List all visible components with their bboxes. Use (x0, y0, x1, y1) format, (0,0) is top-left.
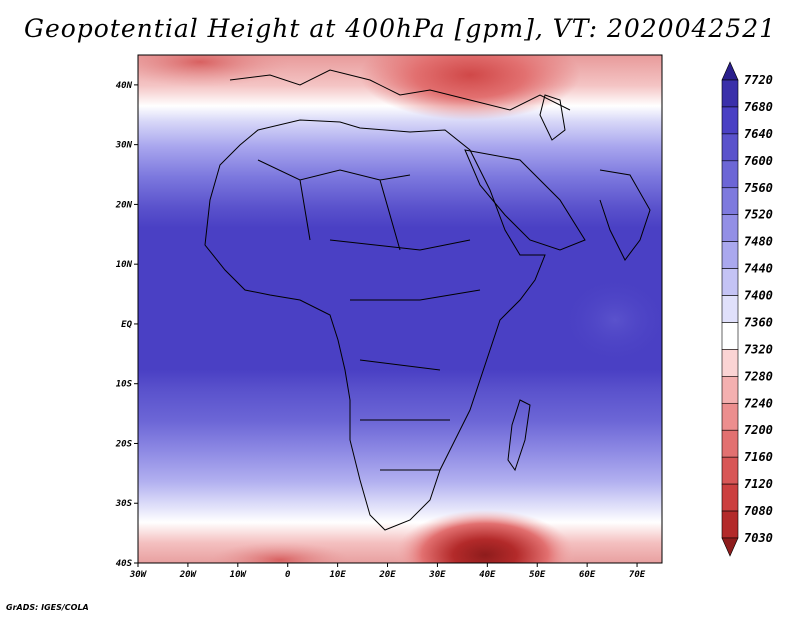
colorbar-swatch (721, 537, 739, 557)
lon-label: 30E (428, 570, 446, 580)
colorbar-swatch (721, 241, 739, 269)
colorbar-swatch (721, 133, 739, 162)
colorbar-swatch (721, 376, 739, 404)
lat-label: 10N (116, 260, 133, 270)
colorbar-swatch (721, 214, 739, 242)
lon-label: 10E (329, 570, 346, 580)
colorbar-label: 7080 (744, 504, 773, 518)
arabia-outline (464, 149, 586, 251)
colorbar-swatch (721, 322, 739, 350)
colorbar-swatch (721, 295, 739, 323)
colorbar-swatch (721, 61, 739, 81)
colorbar-label: 7640 (744, 127, 773, 141)
lon-label: 40E (479, 570, 496, 580)
lon-label: 50E (529, 570, 546, 580)
colorbar-label: 7320 (744, 342, 773, 356)
height-field (138, 55, 662, 563)
lon-label: 10W (230, 570, 248, 580)
colorbar-label: 7440 (744, 262, 773, 276)
lon-label: 20E (378, 570, 396, 580)
longitude-axis: 30W 20W 10W 0 10E 20E 30E 40E 50E 60E 70E (129, 563, 646, 580)
india-outline (599, 169, 651, 261)
europe-outline (229, 69, 571, 111)
colorbar-label: 7030 (744, 531, 773, 545)
colorbar-label: 7480 (744, 235, 773, 249)
colorbar-swatch (721, 456, 739, 485)
lat-label: 40S (116, 559, 133, 569)
lat-label: 20S (115, 439, 133, 449)
colorbar-swatch (721, 268, 739, 296)
colorbar-swatch (721, 79, 739, 108)
inner-borders (257, 159, 481, 471)
colorbar-label: 7600 (744, 154, 773, 168)
colorbar-label: 7720 (744, 73, 773, 87)
lat-label: 10S (116, 380, 133, 390)
lat-label: 40N (116, 81, 133, 91)
lat-label: 30S (115, 499, 133, 509)
latitude-axis: 40N 30N 20N 10N EQ 10S 20S 30S 40S (115, 81, 138, 569)
lon-label: 30W (129, 570, 148, 580)
colorbar-swatch (721, 349, 739, 377)
grads-credit: GrADS: IGES/COLA (6, 603, 89, 612)
colorbar-swatch (721, 510, 739, 539)
colorbar-swatch (721, 187, 739, 216)
lon-label: 60E (579, 570, 596, 580)
colorbar-label: 7560 (744, 181, 773, 195)
colorbar-label: 7120 (744, 477, 773, 491)
colorbar-label: 7400 (744, 289, 773, 303)
lat-label: 30N (115, 141, 133, 151)
madagascar-outline (507, 399, 531, 472)
map-frame (137, 54, 663, 564)
colorbar-swatch (721, 106, 739, 135)
lon-label: 20W (179, 570, 198, 580)
colorbar: 7720 7680 7640 7600 7560 7520 7480 7440 7400 7360… (721, 61, 773, 557)
colorbar-swatch (721, 160, 739, 189)
lat-label: 20N (115, 200, 133, 210)
colorbar-label: 7360 (744, 315, 773, 329)
lon-label: 0 (285, 570, 291, 580)
colorbar-swatch (721, 483, 739, 512)
colorbar-label: 7200 (744, 423, 773, 437)
colorbar-label: 7680 (744, 100, 773, 114)
lat-label: EQ (121, 320, 132, 330)
map-title: Geopotential Height at 400hPa [gpm], VT:… (23, 14, 777, 43)
colorbar-label: 7280 (744, 369, 773, 383)
lon-label: 70E (629, 570, 646, 580)
colorbar-label: 7520 (744, 208, 773, 222)
coastlines (204, 69, 651, 531)
africa-outline (204, 119, 546, 531)
colorbar-label: 7160 (744, 450, 773, 464)
caspian-outline (539, 94, 566, 141)
colorbar-swatch (721, 429, 739, 458)
colorbar-label: 7240 (744, 396, 773, 410)
colorbar-swatch (721, 402, 739, 431)
